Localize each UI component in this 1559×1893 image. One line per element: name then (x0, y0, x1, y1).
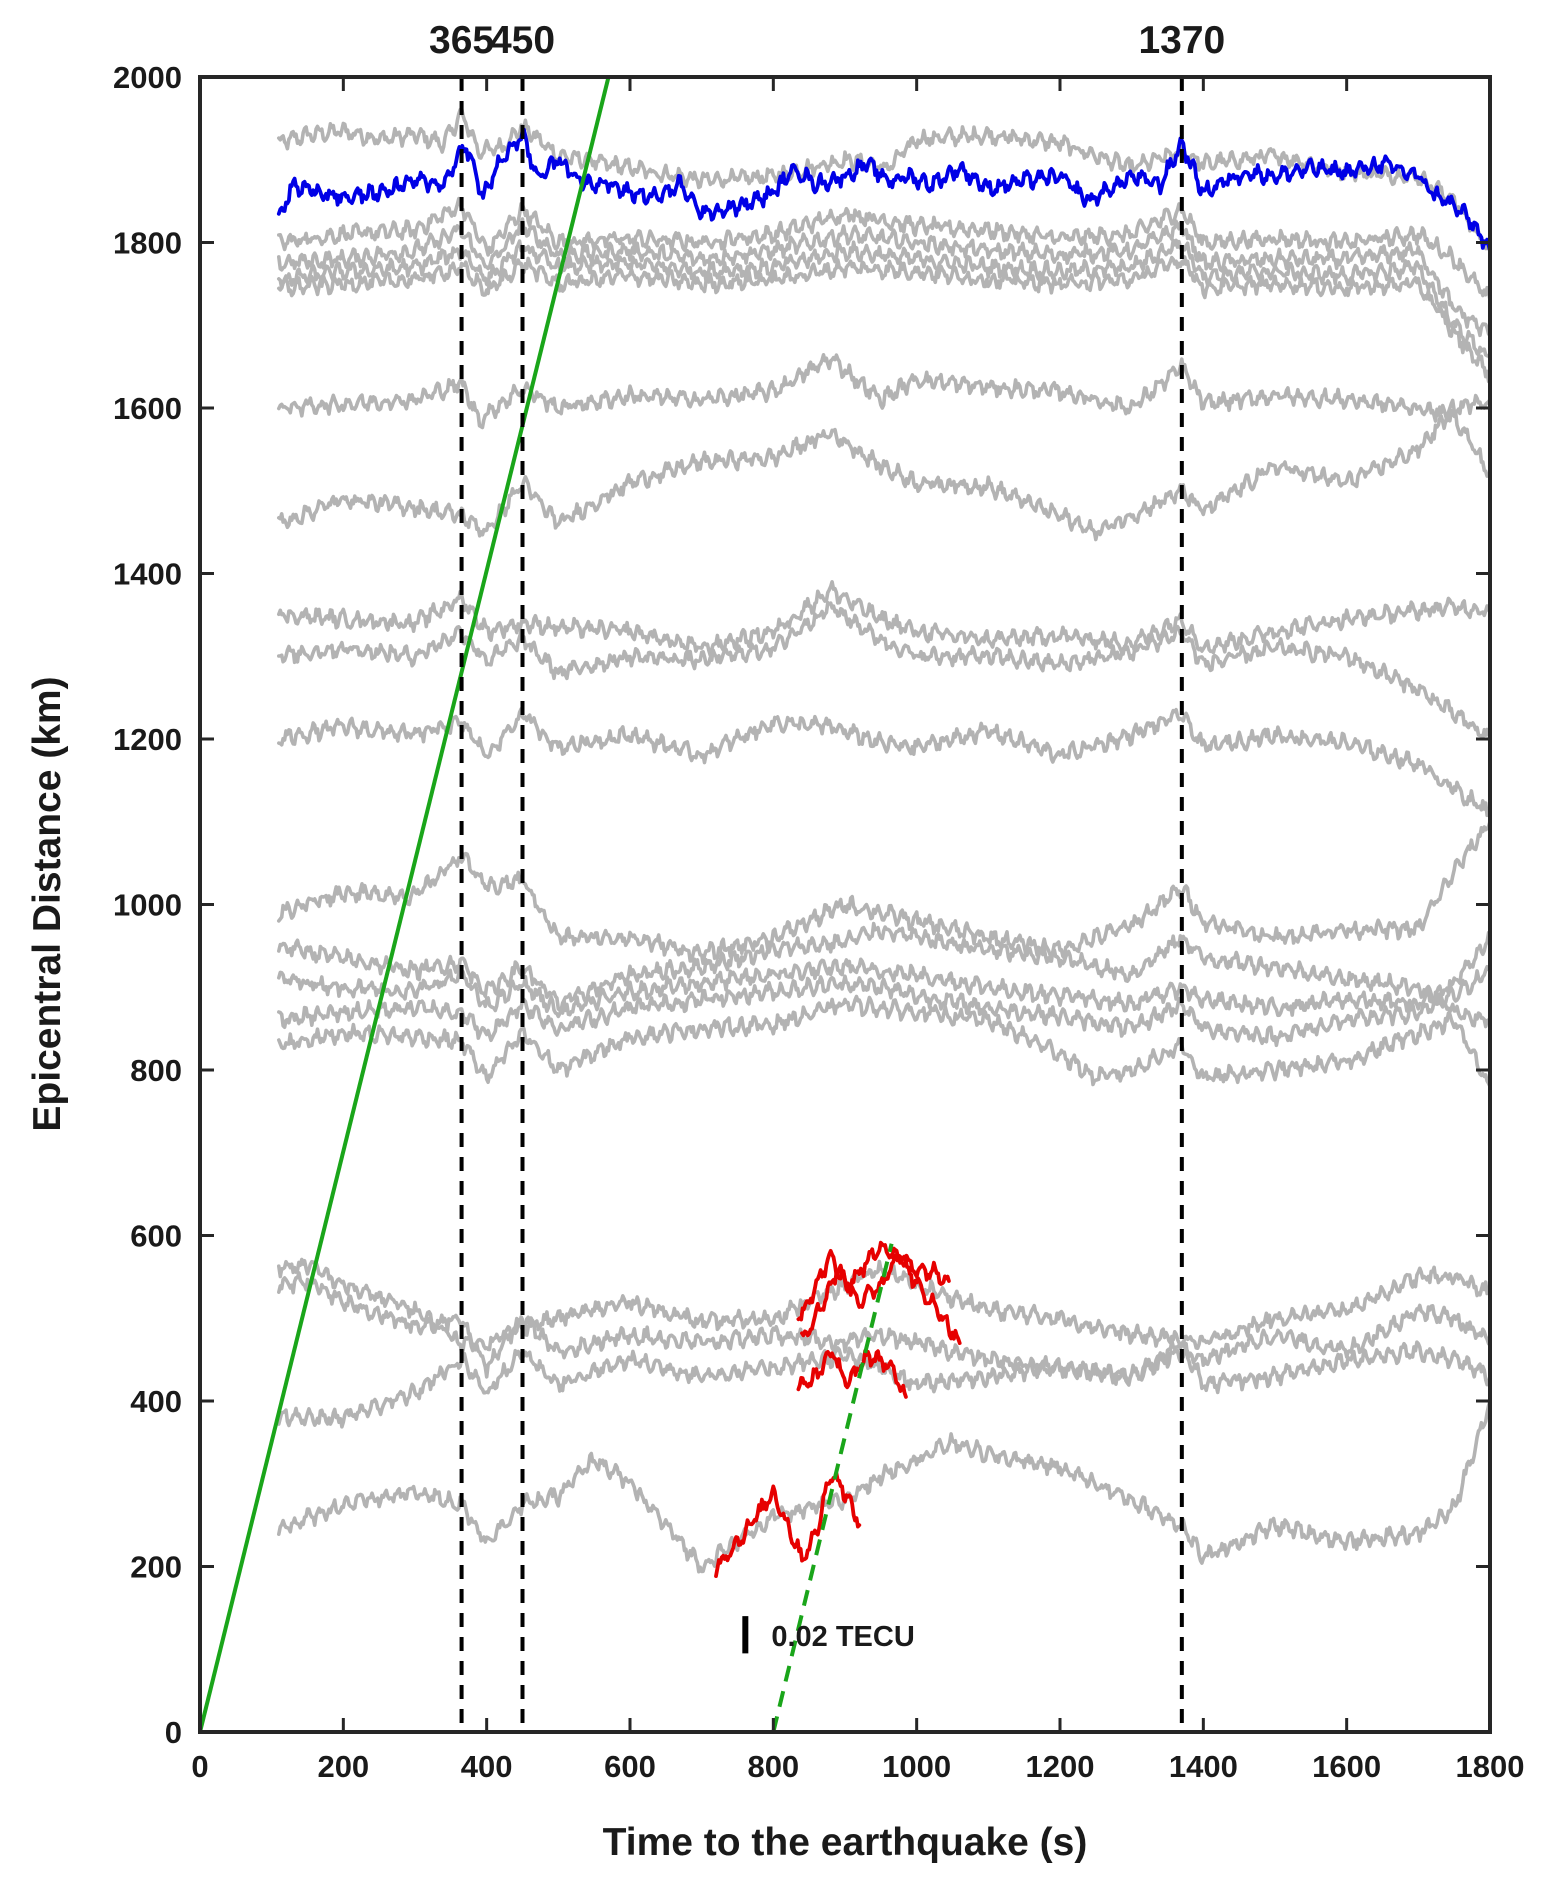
tec-trace-red-23 (714, 1471, 862, 1578)
tec-trace-gray-5 (276, 352, 1492, 478)
tec-trace-gray-8 (276, 600, 1492, 741)
x-tick-label: 200 (317, 1749, 369, 1784)
axes-layer: 0 200 400 600 800 1000 1200 1400 1600 1800 0 200 400… (113, 60, 1524, 1784)
y-tick-label: 200 (130, 1550, 182, 1585)
tec-trace-gray-9 (276, 707, 1492, 818)
event-label-450: 450 (490, 19, 555, 62)
tec-trace-gray-12 (276, 930, 1492, 1019)
tec-trace-red-22 (796, 1349, 908, 1399)
reference-lines-layer: 0.02 TECU (198, 76, 915, 1733)
y-tick-label: 800 (130, 1053, 182, 1088)
x-axis-title: Time to the earthquake (s) (603, 1821, 1088, 1864)
fit-line-dashed (771, 1243, 894, 1733)
x-tick-label: 0 (191, 1749, 208, 1784)
tec-trace-gray-11 (276, 921, 1492, 1029)
tec-trace-gray-13 (276, 964, 1492, 1048)
y-axis-title: Epicentral Distance (km) (26, 676, 69, 1131)
y-tick-label: 1600 (113, 391, 182, 426)
x-tick-label: 400 (461, 1749, 513, 1784)
tec-trace-gray-2 (276, 217, 1492, 338)
scale-bar-label: 0.02 TECU (771, 1621, 914, 1653)
y-tick-label: 2000 (113, 60, 182, 95)
tec-trace-gray-10 (276, 819, 1492, 966)
tec-trace-red-20 (796, 1240, 951, 1322)
x-tick-label: 600 (604, 1749, 656, 1784)
tec-trace-gray-1 (276, 196, 1492, 303)
tec-trace-gray-6 (276, 393, 1492, 542)
tec-trace-gray-0 (276, 106, 1492, 253)
tec-trace-gray-7 (276, 579, 1492, 658)
y-tick-label: 1000 (113, 888, 182, 923)
event-label-1370: 1370 (1138, 19, 1225, 62)
tec-trace-gray-3 (276, 238, 1492, 361)
x-tick-label: 1000 (882, 1749, 951, 1784)
tec-trace-gray-14 (276, 994, 1492, 1089)
tec-trace-gray-16 (276, 1271, 1492, 1387)
y-tick-label: 600 (130, 1219, 182, 1254)
x-tick-label: 1400 (1169, 1749, 1238, 1784)
y-tick-label: 0 (165, 1715, 182, 1750)
tec-trace-red-21 (800, 1253, 962, 1345)
fit-line-solid (198, 76, 611, 1733)
plot-frame (198, 75, 1492, 1734)
y-tick-label: 400 (130, 1384, 182, 1419)
y-tick-label: 1800 (113, 226, 182, 261)
tec-trace-gray-18 (276, 1399, 1492, 1574)
y-tick-label: 1400 (113, 557, 182, 592)
x-tick-label: 1600 (1312, 1749, 1381, 1784)
x-tick-label: 1200 (1026, 1749, 1095, 1784)
x-tick-label: 800 (747, 1749, 799, 1784)
x-tick-label: 1800 (1456, 1749, 1525, 1784)
tec-trace-blue-19 (276, 127, 1492, 253)
tec-trace-gray-4 (276, 255, 1492, 384)
series-layer (276, 106, 1492, 1578)
event-label-365: 365 (429, 19, 494, 62)
y-tick-label: 1200 (113, 722, 182, 757)
